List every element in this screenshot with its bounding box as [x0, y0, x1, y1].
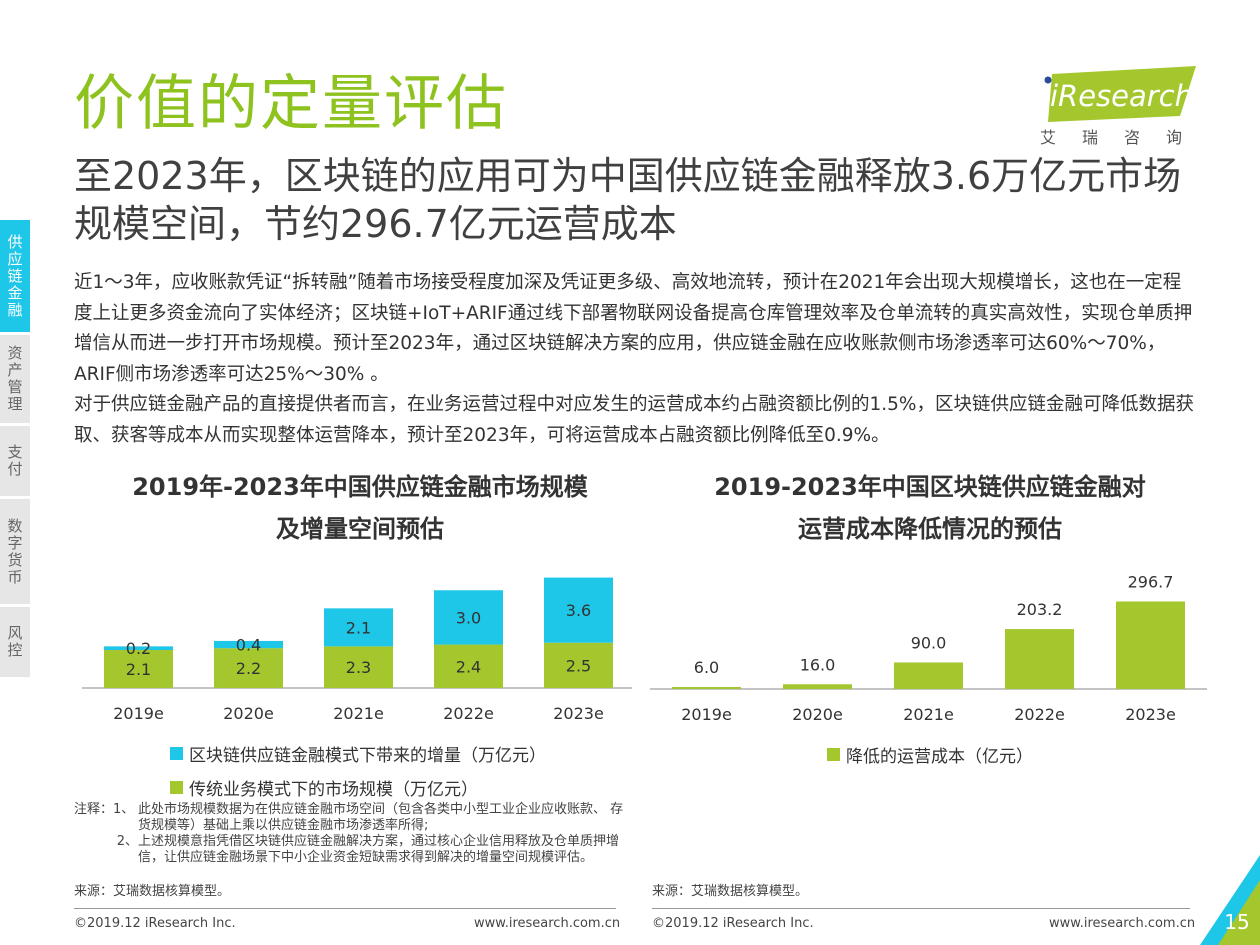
note-item-2-num: 2、: [116, 834, 138, 849]
notes: 注释：1、 此处市场规模数据为在供应链金融市场空间（包含各类中小型工业企业应收账…: [74, 802, 624, 866]
sidenav-item-label: 数字货币: [7, 516, 23, 586]
chart1-title: 2019年-2023年中国供应链金融市场规模 及增量空间预估: [95, 466, 625, 550]
chart1-data-label: 0.4: [236, 636, 261, 655]
chart1-tick-label: 2020e: [223, 704, 274, 723]
chart1-bar-2022e-s1: [434, 590, 503, 645]
chart1-stacked-bar: 2.1 0.2 2019e 2.2 0.4 2020e 2.3 2.1 2021e 2.4 3.0 2…: [82, 577, 632, 723]
legend-label: 区块链供应链金融模式下带来的增量（万亿元）: [189, 746, 546, 766]
chart1-bar-2021e-s1: [324, 608, 393, 647]
chart1-bar-2022e-s0: [434, 644, 503, 688]
chart1-legend-traditional: 传统业务模式下的市场规模（万亿元）: [170, 775, 478, 800]
body-text: 近1～3年，应收账款凭证“拆转融”随着市场接受程度加深及凭证更多级、高效地流转，…: [74, 268, 1198, 451]
chart2-title-line2: 运营成本降低情况的预估: [798, 515, 1062, 543]
note-item-2: 上述规模意指凭借区块链供应链金融解决方案，通过核心企业信用释放及仓单质押增信，让…: [138, 834, 620, 865]
chart2-data-label: 90.0: [911, 633, 947, 652]
chart2-data-label: 296.7: [1128, 572, 1174, 591]
chart1-tick-label: 2019e: [113, 704, 164, 723]
chart1-title-line1: 2019年-2023年中国供应链金融市场规模: [132, 473, 588, 501]
chart2-data-label: 16.0: [800, 655, 836, 674]
chart2-tick-label: 2021e: [903, 705, 954, 724]
chart1-bar-2020e-s0: [214, 648, 283, 688]
logo-text: iResearch: [1050, 79, 1193, 113]
body-paragraph-1: 近1～3年，应收账款凭证“拆转融”随着市场接受程度加深及凭证更多级、高效地流转，…: [74, 272, 1193, 385]
sidenav-item-1[interactable]: 资产管理: [0, 335, 30, 423]
chart2-tick-label: 2023e: [1125, 705, 1176, 724]
copyright-right: ©2019.12 iResearch Inc.: [652, 916, 814, 931]
chart1-data-label: 2.4: [456, 657, 481, 676]
chart2-tick-label: 2019e: [681, 705, 732, 724]
website-link-left[interactable]: www.iresearch.com.cn: [474, 916, 621, 931]
legend-swatch-green: [827, 748, 840, 761]
chart1-tick-label: 2021e: [333, 704, 384, 723]
chart2-tick-label: 2020e: [792, 705, 843, 724]
logo-tagline: 艾瑞咨询: [1040, 128, 1209, 147]
legend-label: 降低的运营成本（亿元）: [846, 747, 1033, 767]
chart2-data-label: 203.2: [1017, 600, 1063, 619]
iresearch-logo: iResearch: [1044, 66, 1196, 122]
chart1-title-line2: 及增量空间预估: [276, 515, 444, 543]
chart1-legend-increment: 区块链供应链金融模式下带来的增量（万亿元）: [170, 741, 546, 766]
side-nav: 供应链金融资产管理支付数字货币风控: [0, 220, 30, 680]
source-right: 来源：艾瑞数据核算模型。: [652, 884, 809, 899]
sidenav-item-label: 资产管理: [7, 344, 23, 413]
sidenav-item-label: 供应链金融: [7, 232, 23, 319]
chart2-tick-label: 2022e: [1014, 705, 1065, 724]
sidenav-item-3[interactable]: 数字货币: [0, 499, 30, 604]
page-number: 15: [1224, 910, 1250, 934]
corner-decoration: [1200, 855, 1260, 945]
chart1-data-label: 3.0: [456, 608, 481, 627]
chart2-data-label: 6.0: [694, 658, 719, 677]
chart1-bar-2021e-s0: [324, 646, 393, 688]
sidenav-item-2[interactable]: 支付: [0, 426, 30, 496]
chart2-bar: 6.0 2019e 16.0 2020e 90.0 2021e 203.2 2022e 296.…: [650, 572, 1207, 724]
chart2-legend: 降低的运营成本（亿元）: [827, 742, 1033, 767]
chart1-tick-label: 2023e: [553, 704, 604, 723]
divider-right: [652, 908, 1190, 909]
sidenav-item-label: 风控: [7, 624, 23, 659]
chart1-data-label: 3.6: [566, 601, 591, 620]
sidenav-item-0[interactable]: 供应链金融: [0, 220, 30, 332]
chart1-data-label: 2.3: [346, 658, 371, 677]
chart1-bar-2019e-s1: [104, 646, 173, 650]
chart1-data-label: 2.1: [346, 618, 371, 637]
chart1-data-label: 0.2: [126, 639, 151, 658]
sidenav-item-4[interactable]: 风控: [0, 607, 30, 677]
chart2-bar-2023e: [1116, 601, 1185, 689]
legend-swatch-cyan: [170, 747, 183, 760]
divider-left: [74, 908, 616, 909]
copyright-left: ©2019.12 iResearch Inc.: [74, 916, 236, 931]
chart1-bar-2023e-s0: [544, 642, 613, 688]
note-item-1: 此处市场规模数据为在供应链金融市场空间（包含各类中小型工业企业应收账款、 存货规…: [138, 802, 624, 833]
sidenav-item-label: 支付: [7, 443, 23, 478]
page-title: 价值的定量评估: [74, 69, 508, 139]
chart2-title-line1: 2019-2023年中国区块链供应链金融对: [714, 473, 1146, 501]
notes-lead: 注释：1、: [74, 802, 135, 817]
chart2-bar-2020e: [783, 684, 852, 689]
chart2-bar-2021e: [894, 662, 963, 689]
chart2-title: 2019-2023年中国区块链供应链金融对 运营成本降低情况的预估: [660, 466, 1200, 550]
chart1-bar-2023e-s1: [544, 577, 613, 643]
website-link-right[interactable]: www.iresearch.com.cn: [1049, 916, 1196, 931]
chart1-tick-label: 2022e: [443, 704, 494, 723]
body-paragraph-2: 对于供应链金融产品的直接提供者而言，在业务运营过程中对应发生的运营成本约占融资额…: [74, 394, 1195, 446]
chart2-bar-2022e: [1005, 629, 1074, 689]
chart2-bar-2019e: [672, 687, 741, 689]
legend-swatch-green: [170, 781, 183, 794]
source-left: 来源：艾瑞数据核算模型。: [74, 884, 231, 899]
chart1-data-label: 2.2: [236, 659, 261, 678]
headline: 至2023年，区块链的应用可为中国供应链金融释放3.6万亿元市场规模空间，节约2…: [74, 154, 1182, 246]
chart1-bar-2019e-s0: [104, 649, 173, 688]
chart1-data-label: 2.1: [126, 660, 151, 679]
legend-label: 传统业务模式下的市场规模（万亿元）: [189, 780, 478, 800]
chart1-data-label: 2.5: [566, 656, 591, 675]
chart1-bar-2020e-s1: [214, 640, 283, 649]
